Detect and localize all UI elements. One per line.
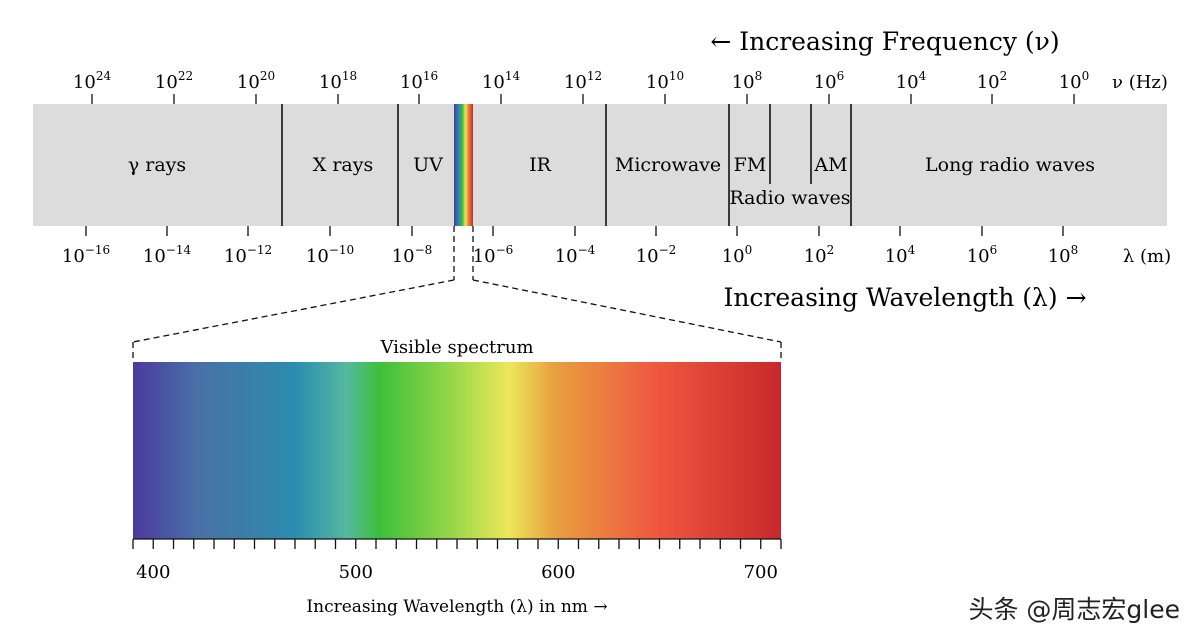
frequency-tick-label: 1024 <box>73 69 112 93</box>
frequency-tick-label: 1010 <box>646 69 684 93</box>
band-dividers <box>281 104 852 226</box>
visible-nm-label: 400 <box>136 562 170 583</box>
wavelength-tick-label: 102 <box>804 243 835 267</box>
frequency-tick-label: 100 <box>1059 69 1090 93</box>
spectrum-band-strip <box>33 104 1167 226</box>
frequency-tick-label: 102 <box>977 69 1008 93</box>
frequency-tick-label: 1020 <box>237 69 275 93</box>
visible-mini-band <box>454 104 473 226</box>
wavelength-tick-label: 100 <box>722 243 753 267</box>
frequency-title: ← Increasing Frequency (ν) <box>710 27 1059 56</box>
band-label-microwave: Microwave <box>615 154 721 176</box>
band-label-xray: X rays <box>313 154 373 176</box>
frequency-unit-label: ν (Hz) <box>1112 72 1168 93</box>
band-label-radio-waves: Radio waves <box>729 187 850 209</box>
frequency-axis: 1024 1022 1020 1018 1016 1014 1012 1010 108 106 10… <box>73 69 1089 104</box>
visible-nm-label: 600 <box>541 562 575 583</box>
band-label-uv: UV <box>413 154 443 176</box>
wavelength-tick-label: 108 <box>1048 243 1079 267</box>
band-label-fm: FM <box>734 154 767 176</box>
band-label-gamma: γ rays <box>128 154 186 176</box>
watermark-text: 头条 @周志宏glee <box>968 595 1180 624</box>
band-label-am: AM <box>813 154 847 176</box>
visible-nm-label: 500 <box>339 562 373 583</box>
wavelength-tick-label: 10−16 <box>62 243 110 267</box>
frequency-tick-label: 1018 <box>319 69 357 93</box>
connector-right-diagonal <box>472 279 782 343</box>
band-label-ir: IR <box>529 154 552 176</box>
frequency-tick-label: 1022 <box>155 69 193 93</box>
wavelength-tick-label: 10−6 <box>473 243 514 267</box>
wavelength-tick-label: 10−12 <box>224 243 272 267</box>
frequency-tick-label: 108 <box>732 69 763 93</box>
frequency-tick-label: 104 <box>896 69 927 93</box>
connector-left-diagonal <box>132 279 455 343</box>
frequency-tick-label: 1014 <box>482 69 521 93</box>
frequency-tick-label: 1012 <box>564 69 602 93</box>
wavelength-axis: 10−16 10−14 10−12 10−10 10−8 10−6 10−4 10−2 100 1… <box>62 226 1078 267</box>
wavelength-tick-label: 10−10 <box>306 243 354 267</box>
visible-spectrum-gradient <box>133 362 781 539</box>
visible-nm-axis: 400 500 600 700 <box>132 539 782 583</box>
wavelength-title: Increasing Wavelength (λ) → <box>723 283 1086 312</box>
wavelength-tick-label: 104 <box>885 243 916 267</box>
wavelength-tick-label: 10−2 <box>636 243 677 267</box>
wavelength-unit-label: λ (m) <box>1123 246 1171 267</box>
wavelength-tick-label: 10−14 <box>143 243 192 267</box>
wavelength-tick-label: 106 <box>967 243 998 267</box>
wavelength-tick-label: 10−4 <box>555 243 596 267</box>
visible-nm-label: 700 <box>744 562 778 583</box>
wavelength-tick-label: 10−8 <box>392 243 433 267</box>
band-label-long-radio: Long radio waves <box>925 154 1095 176</box>
zoom-connector-lines <box>132 226 782 362</box>
visible-spectrum-title: Visible spectrum <box>379 337 533 358</box>
frequency-tick-label: 1016 <box>400 69 438 93</box>
visible-axis-label: Increasing Wavelength (λ) in nm → <box>306 597 607 617</box>
frequency-tick-label: 106 <box>814 69 845 93</box>
